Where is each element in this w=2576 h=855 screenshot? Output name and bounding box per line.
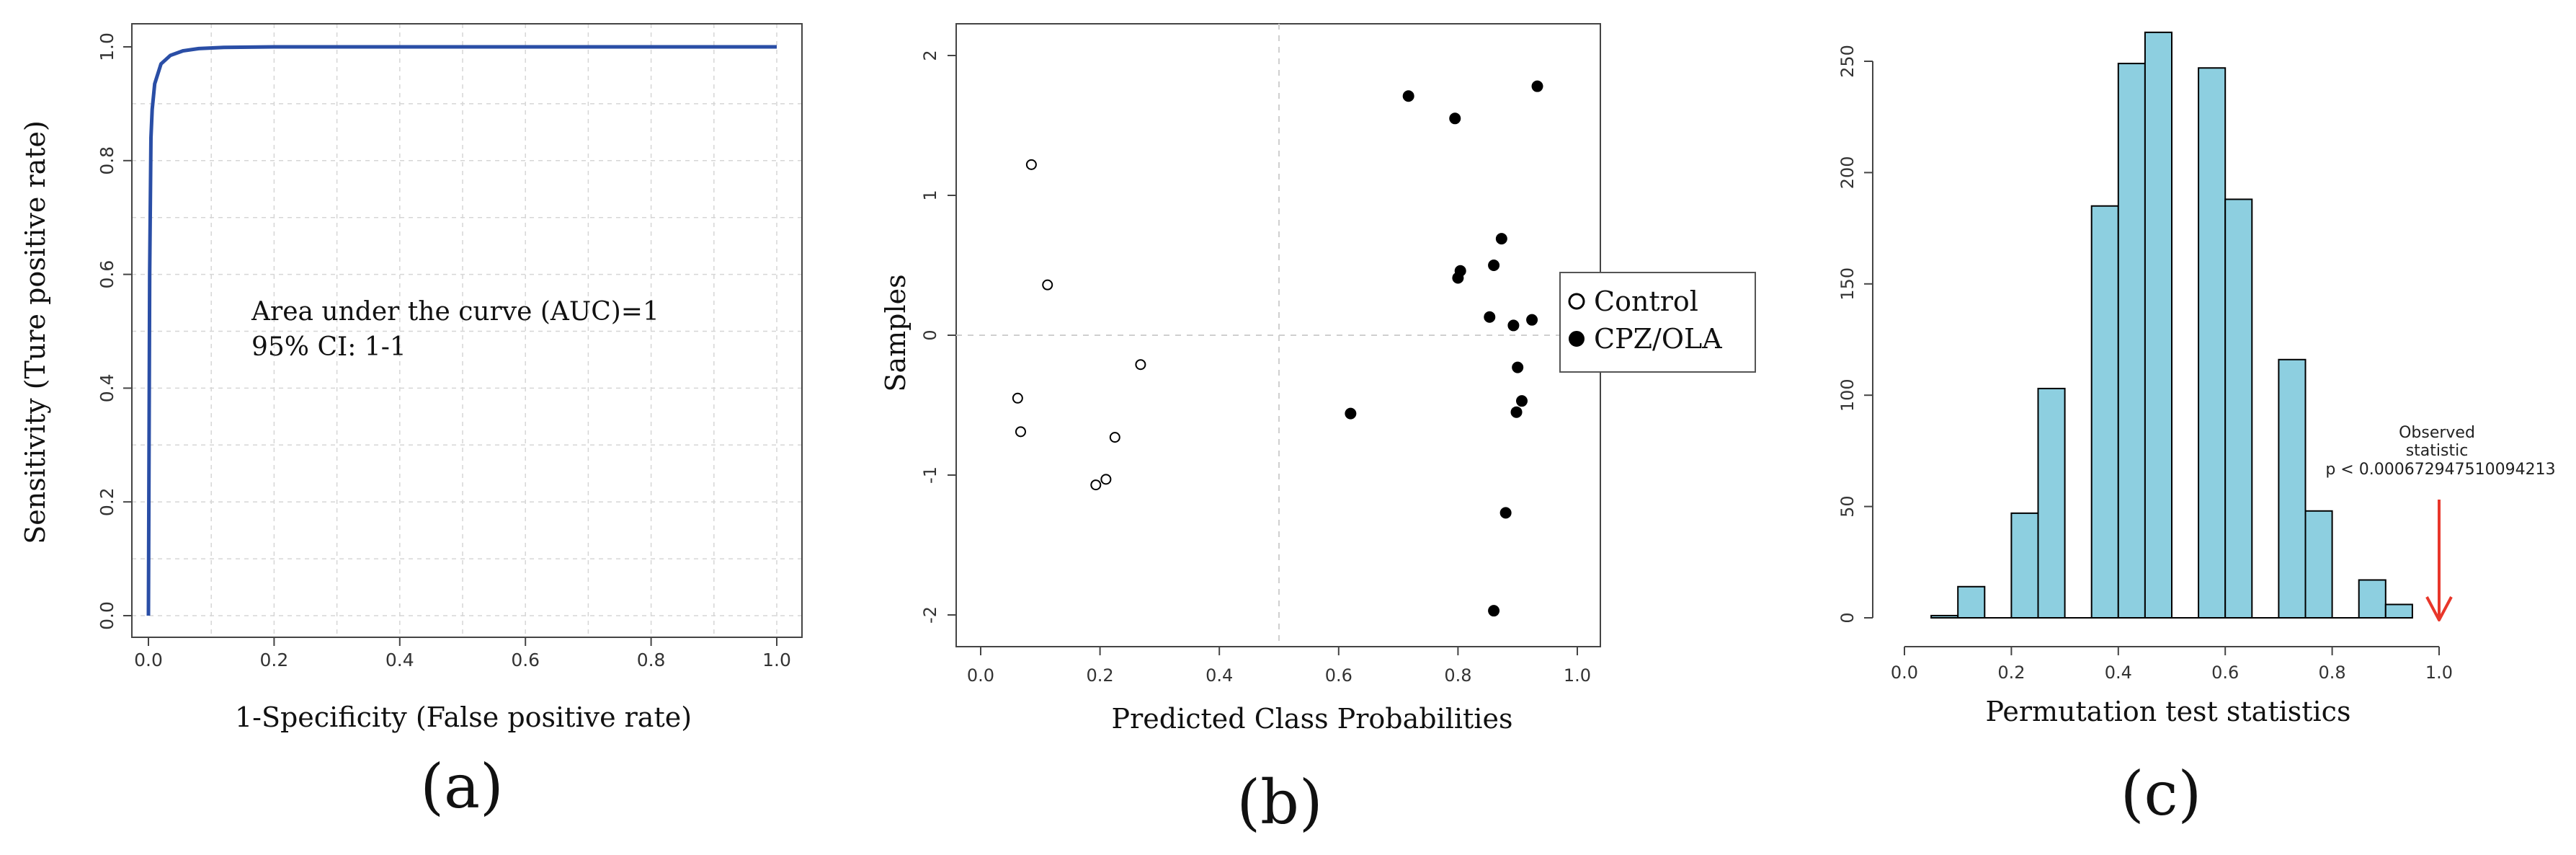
roc-y-axis-label: Sensitivity (Ture positive rate) (19, 120, 51, 544)
cpz-ola-point (1488, 605, 1500, 617)
control-point (1109, 432, 1120, 443)
cpz-ola-point (1512, 361, 1524, 373)
roc-y-tick-label: 1.0 (97, 32, 117, 61)
legend-control-label: Control (1594, 285, 1698, 317)
observed-arrow-head (2425, 596, 2453, 621)
cpz-ola-point (1499, 507, 1512, 519)
histogram-bar (2010, 512, 2039, 619)
roc-curve-line (146, 45, 777, 616)
cpz-ola-point (1510, 406, 1523, 418)
cpz-ola-point (1526, 314, 1538, 326)
histogram-y-tick-label: 50 (1837, 495, 1858, 518)
histogram-bar (2384, 603, 2413, 619)
panel-c: 0.0 0.2 0.4 0.6 0.8 1.0 0 50 100 150 200 250 Observe… (1837, 31, 2556, 829)
panel-label-b: (b) (1236, 767, 1322, 838)
histogram-bar (1957, 585, 1986, 619)
legend-cpz-ola-label: CPZ/OLA (1594, 323, 1722, 355)
roc-x-tick-label: 0.4 (385, 650, 414, 670)
cpz-ola-point (1531, 80, 1543, 92)
histogram-bar (2278, 358, 2307, 619)
cpz-ola-point (1449, 112, 1461, 125)
roc-x-tick-label: 1.0 (762, 650, 791, 670)
roc-x-tick-label: 0.2 (260, 650, 289, 670)
histogram-bar (2304, 510, 2333, 619)
roc-y-tick-label: 0.8 (97, 146, 117, 175)
control-point (1025, 159, 1037, 170)
scatter-x-tick-label: 0.0 (967, 665, 994, 686)
scatter-y-tick-label: 1 (920, 190, 940, 200)
legend-cpz-ola-marker (1569, 331, 1585, 347)
control-point (1042, 279, 1053, 291)
scatter-x-tick-label: 1.0 (1564, 665, 1591, 686)
control-point (1135, 359, 1146, 371)
scatter-legend-box (1559, 272, 1756, 373)
roc-x-axis-label: 1-Specificity (False positive rate) (235, 701, 692, 733)
scatter-x-tick-label: 0.2 (1087, 665, 1114, 686)
scatter-y-tick-label: 0 (920, 329, 940, 340)
scatter-y-tick-label: -2 (920, 606, 940, 624)
histogram-bar (2037, 387, 2066, 619)
histogram-y-tick-label: 0 (1837, 612, 1858, 623)
control-point (1090, 479, 1102, 491)
roc-ci-annotation: 95% CI: 1-1 (251, 332, 406, 362)
cpz-ola-point (1484, 311, 1496, 323)
control-point (1015, 426, 1026, 438)
roc-x-tick-label: 0.8 (637, 650, 666, 670)
scatter-x-axis-label: Predicted Class Probabilities (1112, 703, 1513, 735)
roc-x-tick-label: 0.6 (511, 650, 540, 670)
histogram-x-tick-label: 0.2 (1997, 663, 2025, 683)
cpz-ola-point (1452, 272, 1464, 284)
observed-label-line2: statistic (2406, 442, 2469, 460)
cpz-ola-point (1488, 260, 1500, 271)
panel-a: 0.0 0.2 0.4 0.6 0.8 1.0 0.0 0.2 0.4 0.6 0.8 1.0 Area… (19, 23, 803, 822)
scatter-x-tick-label: 0.4 (1205, 665, 1233, 686)
scatter-legend: Control CPZ/OLA (1559, 272, 1756, 373)
scatter-x-tick-label: 0.6 (1325, 665, 1352, 686)
scatter-y-tick-label: 2 (920, 50, 940, 61)
cpz-ola-point (1507, 319, 1520, 332)
histogram-bar (2090, 205, 2119, 619)
panel-b: 0.0 0.2 0.4 0.6 0.8 1.0 -2 -1 0 1 2 Control CPZ/OLA P… (880, 23, 1756, 838)
observed-p-value: p < 0.000672947510094213 (2325, 461, 2555, 479)
histogram-y-tick-label: 250 (1837, 45, 1858, 78)
histogram-bar (2117, 63, 2146, 619)
observed-label-line1: Observed (2399, 424, 2475, 442)
control-point (1012, 392, 1023, 404)
roc-y-tick-label: 0.0 (97, 601, 117, 630)
panel-label-a: (a) (420, 751, 504, 822)
scatter-y-tick-label: -1 (920, 466, 940, 484)
scatter-y-axis-label: Samples (880, 274, 912, 391)
roc-y-tick-label: 0.6 (97, 260, 117, 289)
histogram-bar (2144, 31, 2172, 619)
histogram-bar (2358, 579, 2386, 619)
roc-x-tick-label: 0.0 (134, 650, 163, 670)
histogram-y-tick-label: 200 (1837, 156, 1858, 189)
panel-label-c: (c) (2121, 758, 2202, 829)
roc-auc-annotation: Area under the curve (AUC)=1 (251, 297, 659, 327)
cpz-ola-point (1402, 90, 1414, 102)
histogram-x-tick-label: 0.0 (1891, 663, 1918, 683)
roc-y-tick-label: 0.2 (97, 487, 117, 516)
scatter-x-tick-label: 0.8 (1444, 665, 1471, 686)
histogram-bar (2198, 67, 2227, 619)
cpz-ola-point (1345, 407, 1357, 420)
histogram-x-tick-label: 0.6 (2211, 663, 2239, 683)
legend-control-marker (1568, 293, 1585, 310)
cpz-ola-point (1515, 395, 1528, 407)
roc-y-tick-label: 0.4 (97, 374, 117, 403)
histogram-x-tick-label: 0.8 (2319, 663, 2346, 683)
roc-plot-frame (131, 23, 803, 638)
histogram-y-tick-label: 100 (1837, 378, 1858, 412)
histogram-bar (2224, 198, 2253, 619)
histogram-y-tick-label: 150 (1837, 267, 1858, 301)
histogram-x-tick-label: 1.0 (2425, 663, 2453, 683)
cpz-ola-point (1495, 233, 1507, 245)
roc-grid (132, 24, 802, 637)
histogram-x-tick-label: 0.4 (2105, 663, 2132, 683)
control-point (1100, 474, 1112, 485)
histogram-x-axis-label: Permutation test statistics (1986, 696, 2351, 727)
